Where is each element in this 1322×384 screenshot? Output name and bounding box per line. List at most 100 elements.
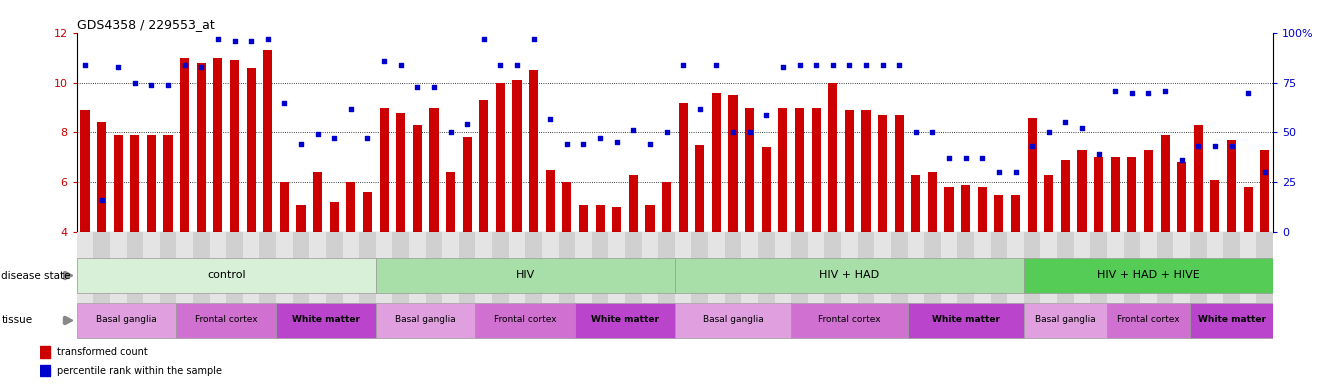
Point: [157, 81, 178, 88]
Point: [954, 156, 976, 162]
Point: [1187, 143, 1208, 149]
Bar: [280, 182, 290, 232]
Point: [921, 129, 943, 136]
Point: [473, 36, 494, 42]
Bar: [645, 205, 654, 232]
Point: [1204, 143, 1225, 149]
Bar: [674, 258, 1023, 293]
Point: [1171, 157, 1192, 164]
Text: control: control: [208, 270, 246, 280]
Bar: [127, 232, 143, 303]
Point: [1005, 169, 1026, 175]
Bar: [1040, 232, 1058, 303]
Point: [175, 61, 196, 68]
Bar: [1207, 232, 1223, 303]
Bar: [1060, 160, 1069, 232]
Bar: [40, 365, 50, 376]
Bar: [276, 232, 292, 303]
Point: [291, 141, 312, 147]
Bar: [1107, 303, 1190, 338]
Bar: [575, 232, 592, 303]
Bar: [313, 172, 323, 232]
Bar: [1260, 150, 1269, 232]
Bar: [825, 232, 841, 303]
Bar: [878, 115, 887, 232]
Bar: [1128, 157, 1137, 232]
Bar: [1023, 232, 1040, 303]
Point: [906, 129, 927, 136]
Bar: [525, 232, 542, 303]
Bar: [1007, 232, 1023, 303]
Bar: [709, 232, 724, 303]
Point: [756, 111, 777, 118]
Bar: [874, 232, 891, 303]
Bar: [375, 258, 674, 293]
Bar: [1174, 232, 1190, 303]
Bar: [1077, 150, 1087, 232]
Bar: [841, 232, 858, 303]
Bar: [1190, 232, 1207, 303]
Text: White matter: White matter: [292, 315, 360, 324]
Bar: [974, 232, 990, 303]
Text: transformed count: transformed count: [57, 347, 148, 357]
Bar: [990, 232, 1007, 303]
Bar: [375, 232, 393, 303]
Point: [440, 129, 461, 136]
Bar: [164, 135, 173, 232]
Point: [524, 36, 545, 42]
Bar: [1211, 180, 1219, 232]
Bar: [342, 232, 360, 303]
Bar: [978, 187, 986, 232]
Bar: [678, 103, 687, 232]
Bar: [595, 205, 604, 232]
Point: [989, 169, 1010, 175]
Bar: [430, 108, 439, 232]
Point: [557, 141, 578, 147]
Bar: [791, 303, 907, 338]
Bar: [463, 137, 472, 232]
Text: White matter: White matter: [1198, 315, 1265, 324]
Bar: [327, 232, 342, 303]
Bar: [492, 232, 509, 303]
Bar: [329, 202, 338, 232]
Bar: [711, 93, 720, 232]
Point: [739, 129, 760, 136]
Bar: [629, 175, 639, 232]
Bar: [1023, 303, 1107, 338]
Point: [241, 38, 262, 44]
Bar: [114, 135, 123, 232]
Point: [805, 61, 826, 68]
Point: [706, 61, 727, 68]
Bar: [379, 108, 389, 232]
Text: HIV + HAD: HIV + HAD: [820, 270, 879, 280]
Point: [390, 61, 411, 68]
Bar: [40, 346, 50, 358]
Bar: [1091, 232, 1107, 303]
Point: [1038, 129, 1059, 136]
Bar: [559, 232, 575, 303]
Bar: [1177, 162, 1186, 232]
Bar: [641, 232, 658, 303]
Point: [208, 36, 229, 42]
Bar: [1140, 232, 1157, 303]
Point: [91, 197, 112, 204]
Point: [838, 61, 859, 68]
Point: [855, 61, 876, 68]
Text: Basal ganglia: Basal ganglia: [97, 315, 157, 324]
Bar: [1244, 187, 1253, 232]
Bar: [197, 63, 206, 232]
Text: Basal ganglia: Basal ganglia: [1035, 315, 1096, 324]
Bar: [695, 145, 705, 232]
Bar: [459, 232, 476, 303]
Point: [223, 38, 245, 44]
Bar: [1223, 232, 1240, 303]
Bar: [775, 232, 791, 303]
Text: HIV + HAD + HIVE: HIV + HAD + HIVE: [1097, 270, 1200, 280]
Bar: [779, 108, 788, 232]
Bar: [1073, 232, 1091, 303]
Point: [357, 136, 378, 142]
Bar: [1256, 232, 1273, 303]
Bar: [77, 232, 94, 303]
Bar: [1027, 118, 1036, 232]
Point: [640, 141, 661, 147]
